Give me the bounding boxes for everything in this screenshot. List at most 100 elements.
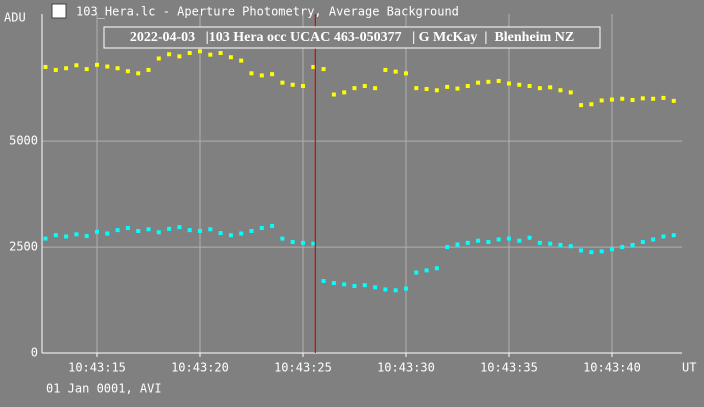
data-point [342, 90, 347, 95]
data-point [445, 245, 450, 250]
data-point [393, 288, 398, 293]
plot-area: 0 2500 5000 10:43:15 10:43:20 10:43:25 10:43:3… [9, 14, 682, 375]
data-point [671, 233, 676, 238]
data-point [311, 241, 316, 246]
data-point [537, 86, 542, 91]
data-point [548, 241, 553, 246]
data-point [599, 249, 604, 254]
data-point [259, 73, 264, 78]
data-point [403, 286, 408, 291]
data-point [568, 244, 573, 249]
data-point [43, 64, 48, 69]
data-point [383, 287, 388, 292]
y-tick-label: 0 [31, 346, 38, 360]
data-point [146, 227, 151, 232]
data-point [125, 69, 130, 74]
data-point [321, 67, 326, 72]
data-point [414, 86, 419, 91]
y-tick-label: 5000 [9, 134, 38, 148]
data-point [290, 82, 295, 87]
data-point [455, 86, 460, 91]
data-point [527, 84, 532, 89]
data-point [620, 245, 625, 250]
data-point [136, 228, 141, 233]
data-point [105, 231, 110, 236]
data-point [609, 247, 614, 252]
data-point [568, 90, 573, 95]
data-point [239, 231, 244, 236]
data-point [167, 226, 172, 231]
y-tick-label: 2500 [9, 240, 38, 254]
data-point [187, 228, 192, 233]
data-point [74, 232, 79, 237]
data-point [496, 78, 501, 83]
data-point [671, 98, 676, 103]
data-point [280, 236, 285, 241]
data-point [620, 96, 625, 101]
data-point [53, 233, 58, 238]
data-point [228, 233, 233, 238]
data-point [403, 71, 408, 76]
data-point [331, 92, 336, 97]
data-point [476, 238, 481, 243]
data-point [115, 66, 120, 71]
data-point [589, 102, 594, 107]
data-point [362, 283, 367, 288]
x-axis-label: UT [682, 361, 696, 375]
data-point [352, 284, 357, 289]
data-point [53, 67, 58, 72]
data-point [527, 235, 532, 240]
data-point [167, 52, 172, 57]
data-point [300, 84, 305, 89]
data-point [218, 50, 223, 55]
data-point [506, 81, 511, 86]
data-point [424, 87, 429, 92]
data-point [548, 85, 553, 90]
data-point [630, 98, 635, 103]
data-point [342, 282, 347, 287]
data-point [352, 86, 357, 91]
data-point [424, 268, 429, 273]
data-point [537, 240, 542, 245]
window-title: 103_Hera.lc - Aperture Photometry, Avera… [76, 5, 459, 19]
x-tick-label: 10:43:15 [68, 361, 126, 375]
data-point [115, 228, 120, 233]
data-point [486, 79, 491, 84]
footer: 01 Jan 0001, AVI [46, 382, 162, 396]
data-point [558, 88, 563, 93]
data-point [228, 55, 233, 60]
data-point [486, 239, 491, 244]
data-point [651, 96, 656, 101]
data-point [177, 54, 182, 59]
y-axis-label: ADU [4, 11, 26, 25]
x-tick-label: 10:43:40 [583, 361, 641, 375]
x-tick-label: 10:43:25 [274, 361, 332, 375]
data-point [43, 236, 48, 241]
data-point [434, 266, 439, 271]
data-point [579, 248, 584, 253]
data-point [383, 67, 388, 72]
data-point [249, 228, 254, 233]
data-point [300, 240, 305, 245]
chart-title: 2022-04-03 |103 Hera occ UCAC 463-050377… [130, 30, 574, 45]
data-point [125, 225, 130, 230]
x-tick-label: 10:43:35 [480, 361, 538, 375]
data-point [496, 237, 501, 242]
data-point [517, 82, 522, 87]
data-point [94, 229, 99, 234]
data-point [579, 103, 584, 108]
data-point [64, 234, 69, 239]
title-box [103, 26, 601, 49]
data-point [434, 88, 439, 93]
data-point [208, 227, 213, 232]
data-point [64, 66, 69, 71]
data-point [146, 67, 151, 72]
data-point [280, 80, 285, 85]
data-point [455, 242, 460, 247]
x-tick-label: 10:43:30 [377, 361, 435, 375]
data-point [331, 281, 336, 286]
data-point [136, 71, 141, 76]
data-point [558, 242, 563, 247]
